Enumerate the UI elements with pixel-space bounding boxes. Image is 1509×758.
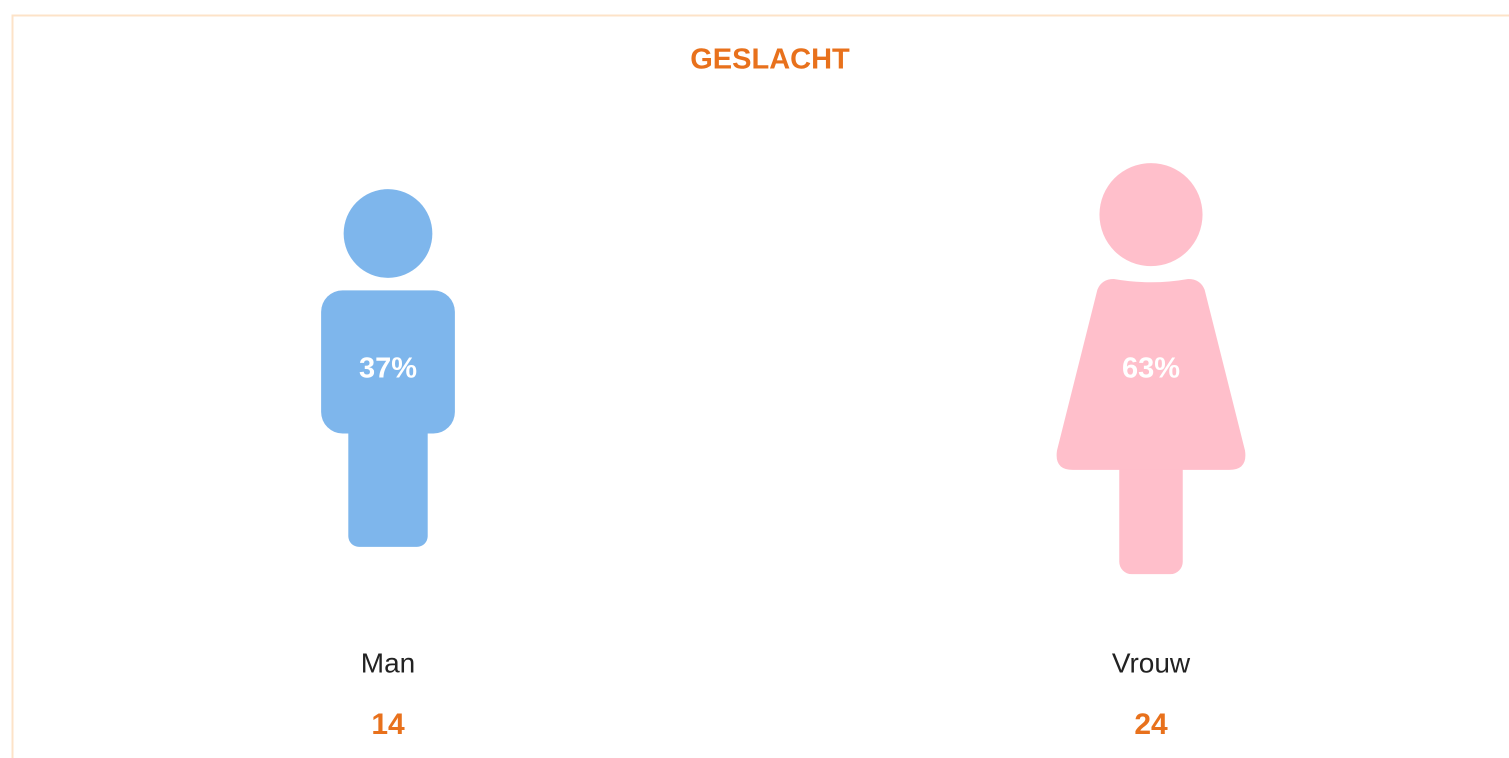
count-label: 24 xyxy=(1134,708,1168,741)
dress xyxy=(1056,278,1246,470)
figure xyxy=(1056,163,1246,575)
value-label: 63% xyxy=(1122,353,1180,385)
chart-title: GESLACHT xyxy=(690,44,850,76)
category-label: Man xyxy=(361,647,415,678)
legs xyxy=(348,403,428,547)
panel-border xyxy=(11,14,1509,758)
head xyxy=(1099,163,1203,267)
value-label: 37% xyxy=(359,353,417,385)
figure xyxy=(321,189,455,547)
count-label: 14 xyxy=(371,708,405,741)
head xyxy=(343,189,433,278)
legs xyxy=(1119,450,1183,575)
torso xyxy=(321,290,455,434)
category-label: Vrouw xyxy=(1112,647,1191,678)
